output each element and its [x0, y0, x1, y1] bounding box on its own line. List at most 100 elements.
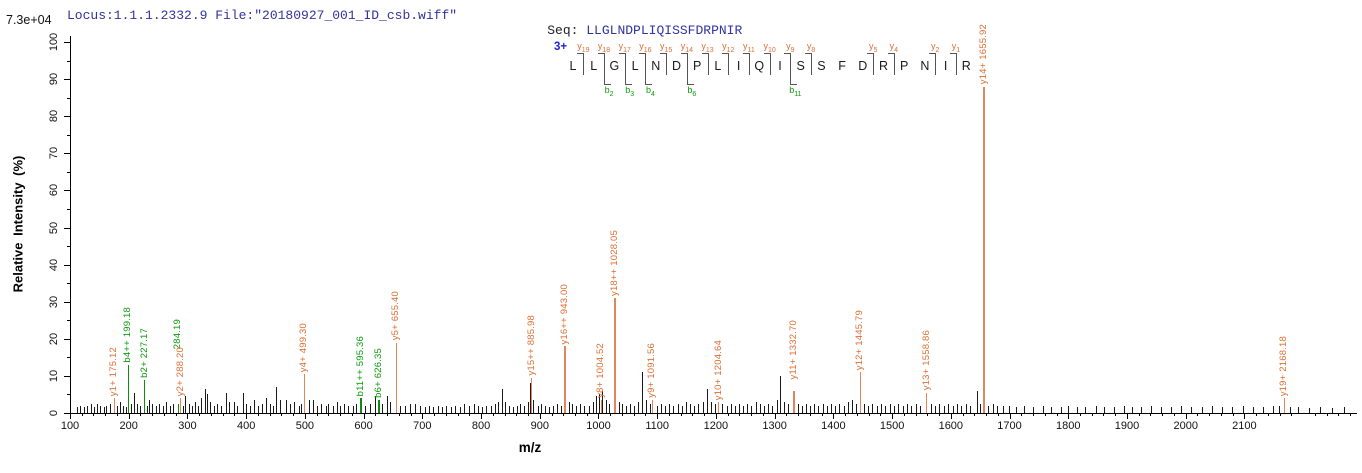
y-ion-tick: [763, 53, 771, 75]
noise-peak: [257, 405, 259, 413]
x-tick-label: 1900: [1114, 420, 1140, 432]
noise-peak: [1032, 407, 1034, 413]
noise-peak: [233, 401, 235, 413]
peak-label: y1+ 175.12: [108, 346, 120, 397]
y-tick: [64, 227, 70, 229]
x-tick-label: 500: [295, 420, 315, 432]
x-minor-tick: [1326, 413, 1328, 416]
x-tick-label: 1100: [645, 420, 670, 432]
noise-peak: [137, 403, 139, 413]
noise-peak: [584, 405, 586, 413]
noise-peak: [595, 396, 597, 413]
y-tick: [64, 116, 70, 118]
y-minor-tick: [67, 246, 70, 248]
noise-peak: [602, 390, 604, 413]
noise-peak: [568, 401, 570, 413]
x-tick-label: 400: [236, 420, 256, 432]
x-minor-tick: [492, 413, 494, 416]
x-tick: [304, 413, 306, 419]
fragment-peak: [530, 377, 533, 413]
noise-peak: [505, 401, 507, 413]
noise-peak: [117, 405, 119, 413]
peak-label: b6+ 626.35: [373, 348, 385, 399]
noise-peak: [660, 403, 662, 413]
fragment-peak: [651, 400, 653, 413]
noise-peak: [400, 405, 402, 413]
x-minor-tick: [116, 413, 118, 416]
noise-peak: [634, 405, 636, 413]
y-tick: [64, 301, 70, 303]
noise-peak: [120, 401, 121, 413]
x-minor-tick: [1150, 413, 1152, 416]
x-minor-tick: [997, 413, 999, 416]
x-minor-tick: [152, 413, 154, 416]
noise-peak: [317, 405, 319, 413]
sequence-text: LLGLNDPLIQISSFDRPNIR: [586, 23, 743, 38]
residue-letter: Q: [754, 59, 765, 73]
x-minor-tick: [868, 413, 870, 416]
noise-peak: [814, 403, 816, 413]
x-tick-label: 100: [60, 420, 80, 432]
x-minor-tick: [1080, 413, 1081, 416]
x-minor-tick: [1314, 413, 1316, 416]
b-ion-label: b2: [604, 85, 614, 98]
x-minor-tick: [1091, 413, 1093, 416]
noise-peak: [410, 403, 412, 413]
noise-peak: [780, 375, 782, 413]
noise-peak: [280, 400, 282, 413]
fragment-peak: [793, 390, 795, 413]
y-ion-tick: [722, 53, 730, 75]
y-tick: [64, 413, 70, 414]
noise-peak: [783, 401, 785, 413]
noise-peak: [592, 401, 594, 413]
fragment-peak: [600, 400, 602, 413]
noise-peak: [529, 383, 531, 413]
x-tick: [833, 413, 835, 419]
y-minor-tick: [67, 60, 70, 62]
noise-peak: [797, 403, 799, 413]
fragment-peak: [127, 364, 129, 413]
noise-peak: [976, 390, 978, 413]
noise-peak: [1289, 407, 1291, 413]
noise-peak: [902, 405, 904, 413]
noise-peak: [473, 403, 475, 413]
noise-peak: [1009, 405, 1011, 413]
y-ion-label: y14: [680, 41, 693, 54]
x-minor-tick: [927, 413, 929, 416]
noise-peak: [191, 405, 193, 413]
noise-peak: [242, 392, 244, 413]
noise-peak: [545, 405, 547, 413]
noise-peak: [269, 403, 271, 413]
noise-peak: [382, 403, 384, 413]
noise-peak: [751, 405, 753, 413]
noise-peak: [872, 403, 874, 413]
noise-peak: [155, 405, 157, 413]
noise-peak: [527, 401, 529, 413]
x-minor-tick: [880, 413, 882, 416]
b-ion-label: b3: [625, 85, 635, 98]
noise-peak: [276, 387, 278, 413]
noise-peak: [1201, 407, 1203, 413]
x-minor-tick: [340, 413, 342, 416]
peak-label: y11+ 1332.70: [787, 320, 799, 380]
noise-peak: [1252, 407, 1254, 413]
noise-peak: [213, 405, 215, 413]
y-ion-tick: [701, 53, 709, 75]
noise-peak: [772, 405, 774, 413]
noise-peak: [1160, 407, 1162, 413]
x-minor-tick: [457, 413, 459, 416]
x-tick-label: 200: [119, 420, 138, 432]
noise-peak: [776, 400, 778, 413]
peak-label: y12+ 1445.79: [854, 309, 866, 371]
noise-peak: [125, 407, 127, 413]
noise-peak: [844, 405, 846, 413]
y-ion-tick: [742, 53, 750, 75]
y-ion-label: y2: [931, 41, 940, 54]
x-minor-tick: [375, 413, 377, 416]
y-tick-label: 0: [48, 409, 60, 417]
noise-peak: [910, 405, 912, 413]
fragment-peak: [179, 398, 182, 413]
noise-peak: [1151, 406, 1153, 413]
